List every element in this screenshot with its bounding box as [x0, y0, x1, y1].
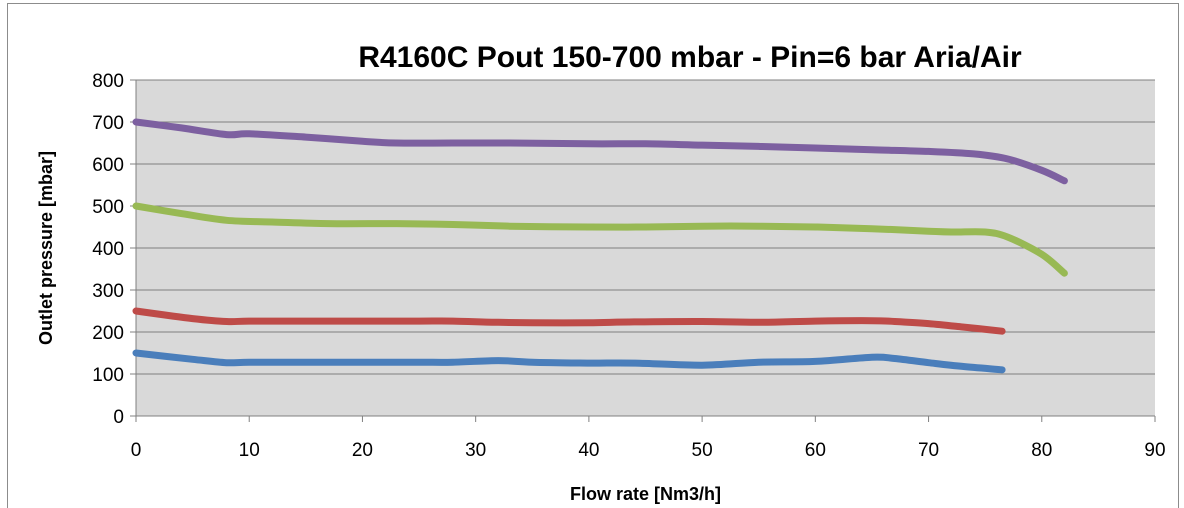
chart-title: R4160C Pout 150-700 mbar - Pin=6 bar Ari…	[358, 41, 1022, 74]
y-tick-label: 800	[92, 71, 124, 92]
series-line-3	[132, 202, 1068, 277]
y-tick-label: 0	[113, 407, 124, 428]
y-tick-label: 600	[92, 155, 124, 176]
y-tick-label: 500	[92, 197, 124, 218]
y-tick-label: 200	[92, 323, 124, 344]
y-tick-label: 300	[92, 281, 124, 302]
x-tick-label: 30	[465, 440, 486, 461]
x-tick-label: 0	[131, 440, 142, 461]
x-tick-label: 10	[239, 440, 260, 461]
x-tick-label: 70	[918, 440, 939, 461]
x-axis-title: Flow rate [Nm3/h]	[570, 484, 721, 504]
chart-frame	[7, 3, 1179, 508]
x-tick-label: 60	[805, 440, 826, 461]
y-axis-ticks: 0 100 200 300 400 500 600 700 800	[92, 71, 136, 428]
series-line-1	[132, 349, 1006, 374]
x-axis-ticks: 0 10 20 30 40 50 60 70 80 90	[131, 416, 1166, 461]
series-line-2	[132, 307, 1006, 335]
x-tick-label: 50	[692, 440, 713, 461]
x-tick-label: 40	[578, 440, 599, 461]
x-tick-label: 90	[1144, 440, 1165, 461]
x-tick-label: 20	[352, 440, 373, 461]
series-line-4	[132, 118, 1068, 185]
x-tick-label: 80	[1031, 440, 1052, 461]
y-tick-label: 100	[92, 365, 124, 386]
series-lines	[132, 118, 1068, 374]
y-tick-label: 700	[92, 113, 124, 134]
y-tick-label: 400	[92, 239, 124, 260]
y-axis-title: Outlet pressure [mbar]	[36, 151, 56, 345]
